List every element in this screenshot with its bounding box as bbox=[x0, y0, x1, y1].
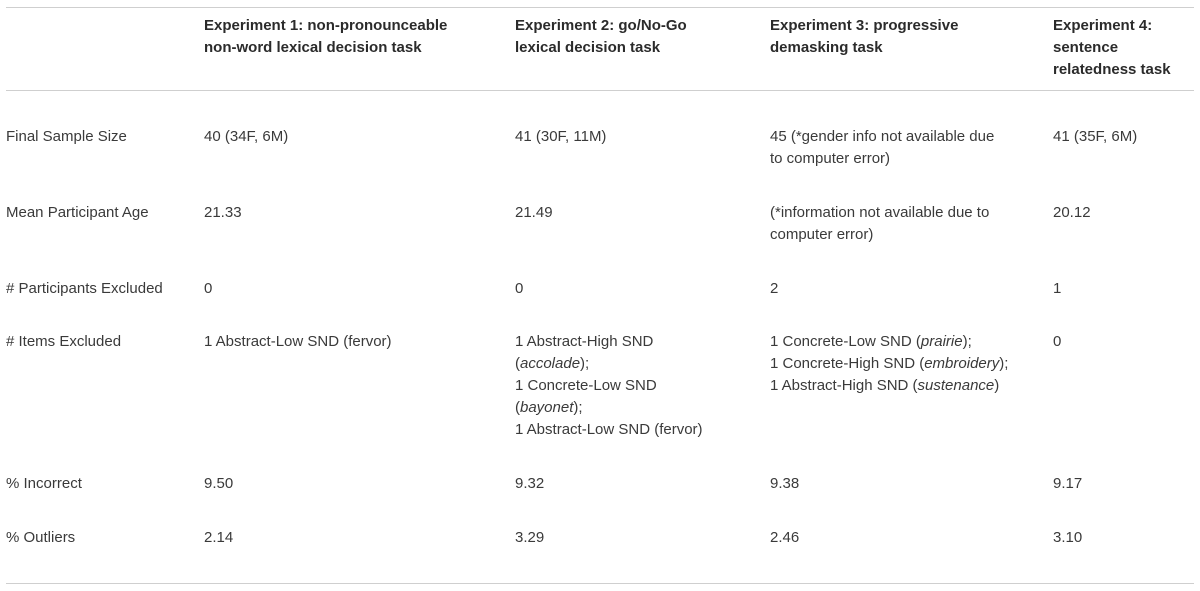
header-experiment-1-line-1: Experiment 1: non-pronounceable bbox=[204, 17, 448, 34]
cell-pct-outliers-exp1: 2.14 bbox=[204, 529, 234, 546]
cell-pct-outliers-exp4: 3.10 bbox=[1053, 529, 1083, 546]
paren-close: ); bbox=[580, 355, 590, 372]
row-label-final-sample-size: Final Sample Size bbox=[6, 128, 127, 145]
cell-mean-age-exp2: 21.49 bbox=[515, 204, 553, 221]
cell-participants-excluded-exp1: 0 bbox=[204, 280, 213, 297]
cell-pct-incorrect-exp3: 9.38 bbox=[770, 475, 800, 492]
cell-text-line: 45 (*gender info not available due bbox=[770, 128, 995, 145]
cell-pct-incorrect-exp4: 9.17 bbox=[1053, 475, 1083, 492]
cell-text-line: computer error) bbox=[770, 226, 874, 243]
header-experiment-3-line-2: demasking task bbox=[770, 39, 883, 56]
header-experiment-3-line-1: Experiment 3: progressive bbox=[770, 17, 959, 34]
cell-participants-excluded-exp2: 0 bbox=[515, 280, 524, 297]
excluded-word: embroidery bbox=[924, 355, 1000, 372]
excluded-word: sustenance bbox=[917, 377, 995, 394]
row-label-participants-excluded: # Participants Excluded bbox=[6, 280, 163, 297]
cell-text-line: 1 Abstract-Low SND (fervor) bbox=[515, 421, 703, 438]
cell-text-line: 1 Abstract-High SND (sustenance) bbox=[770, 375, 1040, 397]
cell-text-line: 1 Concrete-High SND (embroidery); bbox=[770, 353, 1040, 375]
cell-items-excluded-exp1: 1 Abstract-Low SND (fervor) bbox=[204, 333, 392, 350]
header-experiment-1-line-2: non-word lexical decision task bbox=[204, 39, 422, 56]
cell-text-line: 1 Abstract-High SND bbox=[515, 333, 654, 350]
cell-text-line: (bayonet); bbox=[515, 397, 760, 419]
row-label-pct-incorrect: % Incorrect bbox=[6, 475, 82, 492]
text-prefix: 1 Abstract-High SND ( bbox=[770, 377, 918, 394]
paren-close: ); bbox=[573, 399, 583, 416]
cell-participants-excluded-exp3: 2 bbox=[770, 280, 779, 297]
cell-items-excluded-exp2: 1 Abstract-High SND (accolade); 1 Concre… bbox=[515, 331, 760, 441]
cell-mean-age-exp1: 21.33 bbox=[204, 204, 242, 221]
header-experiment-1: Experiment 1: non-pronounceable non-word… bbox=[204, 15, 504, 59]
table-top-rule bbox=[6, 7, 1194, 8]
row-label-mean-participant-age: Mean Participant Age bbox=[6, 204, 149, 221]
cell-final-sample-size-exp1: 40 (34F, 6M) bbox=[204, 128, 289, 145]
header-experiment-2: Experiment 2: go/No-Go lexical decision … bbox=[515, 15, 760, 59]
cell-participants-excluded-exp4: 1 bbox=[1053, 280, 1062, 297]
cell-pct-incorrect-exp1: 9.50 bbox=[204, 475, 234, 492]
header-experiment-4-line-2: sentence bbox=[1053, 39, 1119, 56]
text-suffix: ); bbox=[962, 333, 972, 350]
excluded-word: bayonet bbox=[520, 399, 574, 416]
cell-mean-age-exp4: 20.12 bbox=[1053, 204, 1091, 221]
header-experiment-2-line-2: lexical decision task bbox=[515, 39, 661, 56]
text-suffix: ); bbox=[999, 355, 1009, 372]
header-experiment-4-line-1: Experiment 4: bbox=[1053, 17, 1153, 34]
cell-final-sample-size-exp4: 41 (35F, 6M) bbox=[1053, 128, 1138, 145]
cell-text-line: 1 Concrete-Low SND bbox=[515, 377, 657, 394]
cell-text-line: (accolade); bbox=[515, 353, 760, 375]
cell-items-excluded-exp4: 0 bbox=[1053, 333, 1062, 350]
table-header-rule bbox=[6, 90, 1194, 91]
cell-pct-incorrect-exp2: 9.32 bbox=[515, 475, 545, 492]
cell-mean-age-exp3: (*information not available due to compu… bbox=[770, 202, 1040, 246]
header-experiment-4-line-3: relatedness task bbox=[1053, 61, 1171, 78]
paren-open: ( bbox=[515, 355, 520, 372]
text-prefix: 1 Concrete-High SND ( bbox=[770, 355, 925, 372]
cell-pct-outliers-exp2: 3.29 bbox=[515, 529, 545, 546]
cell-final-sample-size-exp2: 41 (30F, 11M) bbox=[515, 128, 607, 145]
cell-text-line: 1 Concrete-Low SND (prairie); bbox=[770, 331, 1040, 353]
cell-text-line: (*information not available due to bbox=[770, 204, 990, 221]
header-experiment-2-line-1: Experiment 2: go/No-Go bbox=[515, 17, 687, 34]
text-suffix: ) bbox=[994, 377, 1000, 394]
cell-pct-outliers-exp3: 2.46 bbox=[770, 529, 800, 546]
header-experiment-4: Experiment 4: sentence relatedness task bbox=[1053, 15, 1193, 81]
cell-final-sample-size-exp3: 45 (*gender info not available due to co… bbox=[770, 126, 1040, 170]
excluded-word: prairie bbox=[920, 333, 963, 350]
header-experiment-3: Experiment 3: progressive demasking task bbox=[770, 15, 1040, 59]
paren-open: ( bbox=[515, 399, 520, 416]
text-prefix: 1 Concrete-Low SND ( bbox=[770, 333, 921, 350]
row-label-items-excluded: # Items Excluded bbox=[6, 333, 122, 350]
table-bottom-rule bbox=[6, 583, 1194, 584]
cell-items-excluded-exp3: 1 Concrete-Low SND (prairie); 1 Concrete… bbox=[770, 331, 1040, 397]
row-label-pct-outliers: % Outliers bbox=[6, 529, 76, 546]
excluded-word: accolade bbox=[520, 355, 581, 372]
cell-text-line: to computer error) bbox=[770, 150, 891, 167]
